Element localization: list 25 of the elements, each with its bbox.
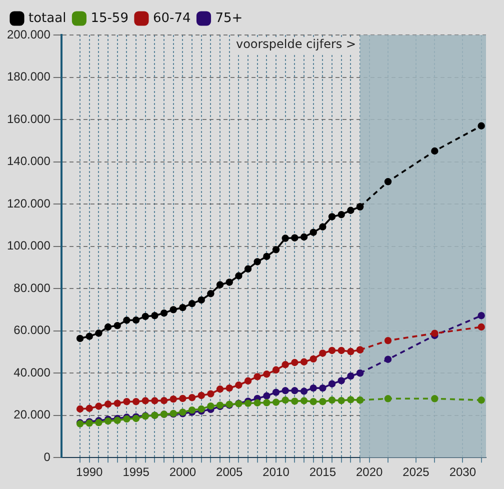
annotation: voorspelde cijfers >: [236, 37, 356, 52]
y-tick-label: 140.000: [6, 154, 51, 168]
y-tick-label: 200.000: [6, 27, 51, 42]
x-tick-label: 2005: [216, 465, 244, 480]
y-tick-label: 100.000: [6, 238, 51, 253]
y-tick-label: 0: [44, 450, 51, 464]
y-tick-label: 80.000: [14, 280, 51, 295]
y-tick-label: 120.000: [6, 196, 51, 210]
x-tick-label: 2020: [356, 465, 384, 480]
y-tick-label: 60.000: [14, 323, 51, 338]
x-tick-label: 2025: [402, 465, 430, 480]
x-tick-label: 2000: [169, 465, 196, 480]
y-tick-label: 180.000: [6, 70, 51, 84]
legend-label: 75+: [215, 10, 243, 26]
legend-label: 60-74: [152, 10, 191, 26]
x-tick-label: 2030: [449, 465, 476, 480]
x-tick-label: 2010: [262, 465, 290, 480]
y-tick-label: 40.000: [14, 365, 51, 380]
legend-label: totaal: [28, 10, 66, 26]
y-tick-label: 20.000: [14, 408, 51, 422]
x-tick-label: 1995: [122, 465, 150, 480]
x-tick-label: 2015: [309, 465, 336, 480]
x-tick-label: 1990: [76, 465, 104, 480]
y-tick-label: 160.000: [6, 112, 51, 126]
legend-label: 15-59: [90, 10, 128, 26]
